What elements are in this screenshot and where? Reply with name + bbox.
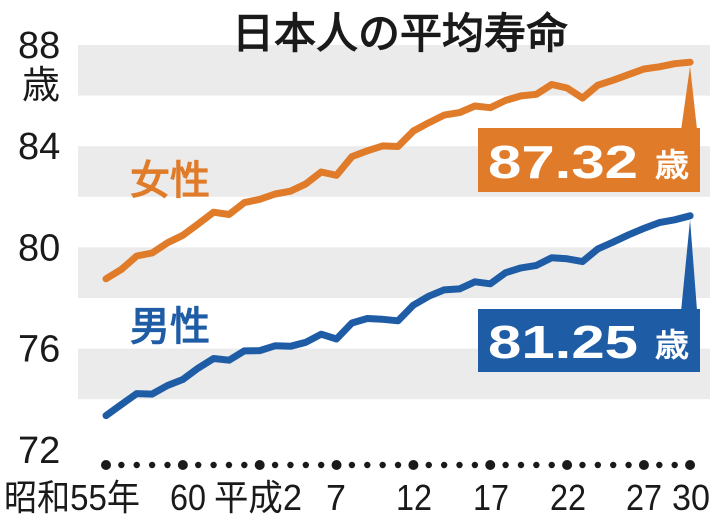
callout-female: 87.32 歳 [478,66,700,192]
y-tick-label: 84 [18,126,60,168]
x-minor-dot [133,461,140,469]
x-minor-dot [425,461,432,469]
x-major-dot [562,460,573,470]
x-axis: 昭和55年 60 平成2 7 12 17 22 27 30 [4,477,710,518]
x-minor-dot [210,461,217,469]
x-tick-label: 27 [626,477,662,518]
x-minor-dot [625,461,632,469]
series-line-female [102,58,694,283]
y-tick-label: 80 [18,227,60,269]
x-minor-dot [517,461,525,469]
y-tick-label: 76 [18,329,60,371]
callout-pointer [681,66,698,130]
x-tick-label: 22 [550,477,586,518]
x-minor-dot [195,461,202,469]
x-major-dot [254,460,265,470]
grid-band [78,45,710,96]
x-axis-dots [101,460,696,470]
x-tick-label: 7 [326,477,346,518]
x-minor-dot [118,461,125,469]
x-minor-dot [548,461,555,469]
x-minor-dot [317,461,325,469]
callout-unit: 歳 [655,327,689,363]
x-tick-label: 昭和55年 [4,477,140,518]
x-minor-dot [594,461,602,469]
grid-band [78,247,710,298]
x-tick-label: 平成2 [214,477,302,518]
y-axis: 88 84 80 76 72 [18,25,60,472]
x-major-dot [177,460,188,470]
series-line-male [102,212,694,420]
x-minor-dot [579,461,586,469]
callouts: 87.32 歳 81.25 歳 [478,66,700,372]
x-major-dot [685,460,696,470]
x-major-dot [101,460,111,470]
series-label-male: 男性 [130,305,210,349]
y-axis-unit: 歳 [22,65,60,107]
callout-value: 87.32 [488,136,638,188]
x-minor-dot [502,461,509,469]
series-lines [102,58,694,420]
x-minor-dot [271,461,279,469]
x-major-dot [408,460,419,470]
x-minor-dot [471,461,479,469]
x-minor-dot [394,461,402,469]
callout-box [478,128,700,192]
callout-male: 81.25 歳 [478,219,700,372]
x-tick-label: 12 [396,477,432,518]
x-minor-dot [610,461,617,469]
x-minor-dot [379,461,386,469]
x-minor-dot [287,461,294,469]
x-minor-dot [164,461,171,469]
x-tick-label: 30 [672,477,710,518]
x-minor-dot [302,461,310,469]
callout-box [478,309,700,372]
x-major-dot [485,460,496,470]
x-minor-dot [671,461,678,469]
x-minor-dot [364,461,371,469]
callout-value: 81.25 [488,316,638,368]
x-minor-dot [656,461,663,469]
x-minor-dot [456,461,463,469]
x-major-dot [638,460,649,470]
x-major-dot [331,460,342,470]
x-tick-label: 60 [170,477,206,518]
callout-pointer [681,219,698,311]
x-tick-label: 17 [473,477,509,518]
x-minor-dot [225,461,233,469]
x-minor-dot [533,461,540,469]
x-minor-dot [440,461,448,469]
chart-title: 日本人の平均寿命 [232,10,568,57]
y-tick-label: 88 [18,25,60,67]
x-minor-dot [148,461,156,469]
callout-unit: 歳 [655,147,689,183]
x-minor-dot [241,461,248,469]
y-tick-label: 72 [18,430,60,472]
series-label-female: 女性 [130,159,210,203]
x-minor-dot [348,461,356,469]
